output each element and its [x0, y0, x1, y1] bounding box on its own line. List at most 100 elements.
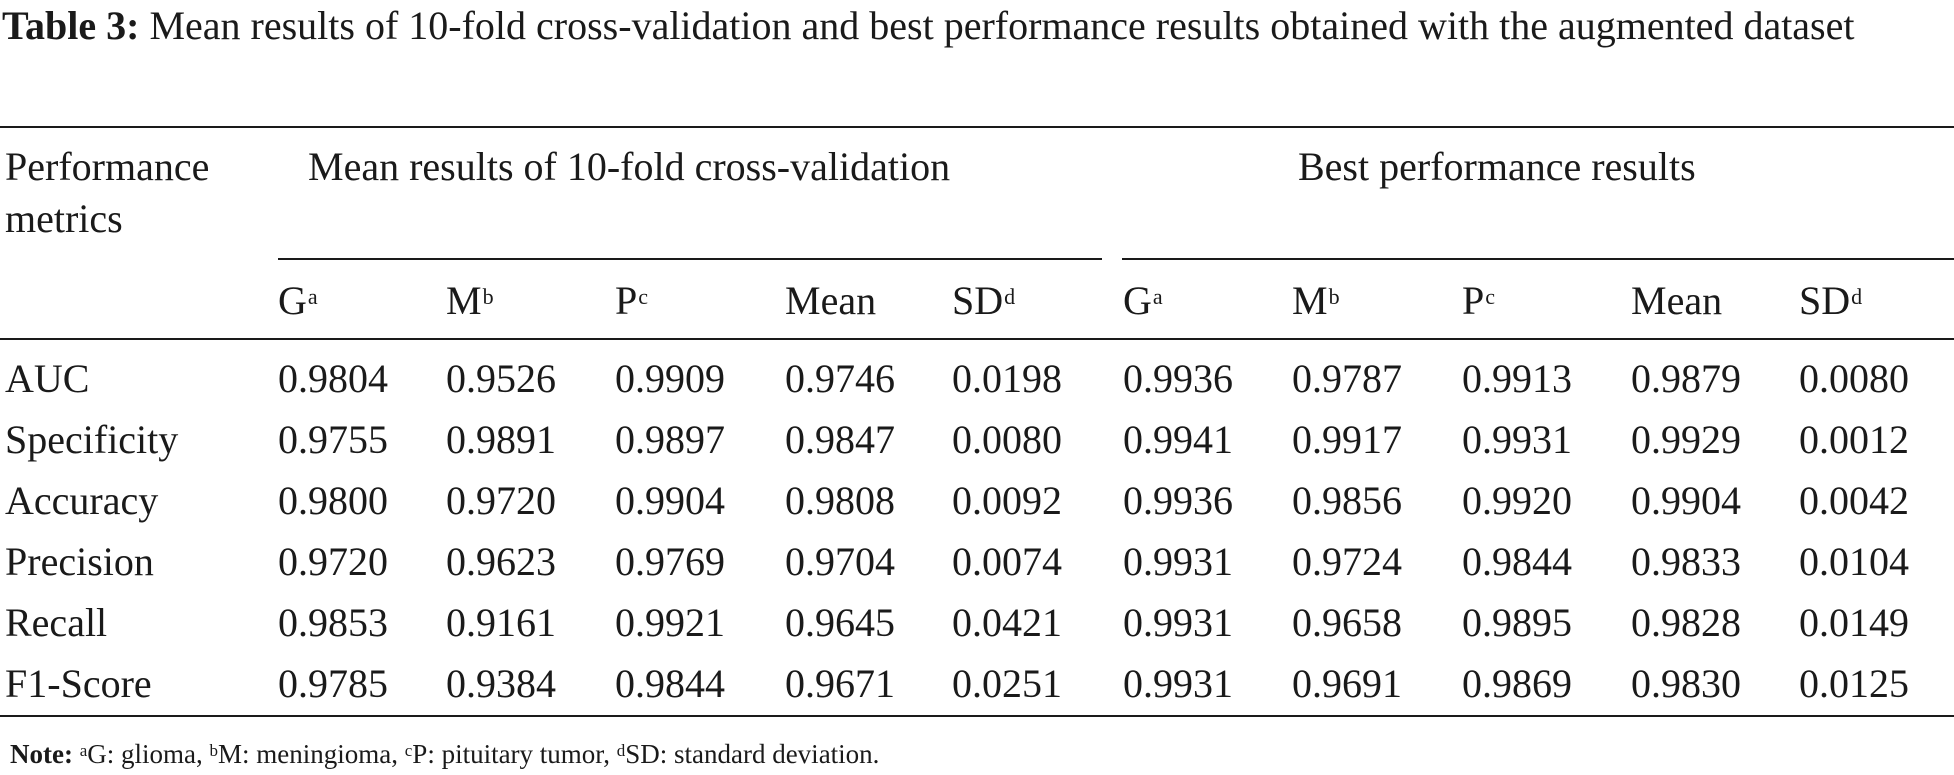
caption-label: Table 3:: [2, 3, 140, 48]
note-items: aG: glioma, bM: meningioma, cP: pituitar…: [80, 739, 880, 769]
table-cell: 0.9785: [278, 661, 388, 706]
table-note: Note: aG: glioma, bM: meningioma, cP: pi…: [10, 738, 879, 770]
table-cell: 0.9804: [278, 356, 388, 401]
table-cell: 0.9844: [615, 661, 725, 706]
table-cell: 0.0149: [1799, 600, 1909, 645]
metric-column-header-line2: metrics: [5, 196, 123, 241]
table-cell: 0.0074: [952, 539, 1062, 584]
table-cell: 0.0251: [952, 661, 1062, 706]
table-cell: 0.9891: [446, 417, 556, 462]
table-cell: 0.9720: [278, 539, 388, 584]
table-cell: 0.9526: [446, 356, 556, 401]
table-cell: 0.9769: [615, 539, 725, 584]
row-label-accuracy: Accuracy: [5, 478, 159, 523]
row-label-precision: Precision: [5, 539, 154, 584]
column-header-superscript: a: [1152, 284, 1163, 309]
column-header-superscript: d: [1004, 284, 1016, 309]
table-cell: 0.9808: [785, 478, 895, 523]
table-cell: 0.9913: [1462, 356, 1572, 401]
table-cell: 0.9623: [446, 539, 556, 584]
column-header-p-best: Pc: [1462, 277, 1495, 325]
table-cell: 0.9917: [1292, 417, 1402, 462]
group1-rule: [278, 258, 1102, 260]
column-header-superscript: b: [482, 284, 494, 309]
column-header-g-best: Ga: [1123, 277, 1163, 325]
metric-column-header-line1: Performance: [5, 144, 210, 189]
group2-rule: [1122, 258, 1954, 260]
table-cell: 0.0080: [1799, 356, 1909, 401]
table-cell: 0.9904: [615, 478, 725, 523]
table-cell: 0.9787: [1292, 356, 1402, 401]
column-header-text: P: [615, 278, 638, 323]
table-cell: 0.9929: [1631, 417, 1741, 462]
table-cell: 0.0198: [952, 356, 1062, 401]
column-header-p-cv: Pc: [615, 277, 648, 325]
column-header-text: Mean: [785, 278, 877, 323]
group-header-best-performance: Best performance results: [1298, 144, 1696, 189]
table-cell: 0.9671: [785, 661, 895, 706]
caption-text: Mean results of 10-fold cross-validation…: [149, 3, 1855, 48]
column-header-superscript: c: [1485, 284, 1496, 309]
table-cell: 0.9931: [1462, 417, 1572, 462]
header-bottom-rule: [0, 338, 1954, 340]
column-header-superscript: c: [638, 284, 649, 309]
table-cell: 0.9828: [1631, 600, 1741, 645]
column-header-text: SD: [1799, 278, 1851, 323]
table-cell: 0.9853: [278, 600, 388, 645]
table-cell: 0.9869: [1462, 661, 1572, 706]
column-header-superscript: a: [307, 284, 318, 309]
column-header-sd-cv: SDd: [952, 277, 1015, 325]
table-cell: 0.9921: [615, 600, 725, 645]
row-label-auc: AUC: [5, 356, 90, 401]
group-header-cross-validation: Mean results of 10-fold cross-validation: [308, 144, 951, 189]
note-superscript: b: [209, 741, 219, 760]
table-cell: 0.9897: [615, 417, 725, 462]
table-cell: 0.0421: [952, 600, 1062, 645]
column-header-text: G: [278, 278, 307, 323]
table-cell: 0.9755: [278, 417, 388, 462]
table-cell: 0.9844: [1462, 539, 1572, 584]
table-cell: 0.9833: [1631, 539, 1741, 584]
table-cell: 0.9920: [1462, 478, 1572, 523]
note-item-text: G: glioma,: [87, 739, 210, 769]
column-header-m-cv: Mb: [446, 277, 494, 325]
column-header-sd-best: SDd: [1799, 277, 1862, 325]
table-cell: 0.9724: [1292, 539, 1402, 584]
table-cell: 0.0092: [952, 478, 1062, 523]
table-cell: 0.9856: [1292, 478, 1402, 523]
row-label-recall: Recall: [5, 600, 108, 645]
table-cell: 0.9941: [1123, 417, 1233, 462]
note-superscript: d: [616, 741, 626, 760]
table-cell: 0.9904: [1631, 478, 1741, 523]
table-cell: 0.9720: [446, 478, 556, 523]
table-cell: 0.0125: [1799, 661, 1909, 706]
column-header-text: M: [1292, 278, 1328, 323]
column-header-mean-cv: Mean: [785, 277, 876, 325]
note-item-text: M: meningioma,: [218, 739, 405, 769]
column-header-text: M: [446, 278, 482, 323]
table-cell: 0.9704: [785, 539, 895, 584]
table-top-rule: [0, 126, 1954, 128]
column-header-text: Mean: [1631, 278, 1723, 323]
table-cell: 0.9658: [1292, 600, 1402, 645]
column-header-mean-best: Mean: [1631, 277, 1722, 325]
note-superscript: c: [404, 741, 413, 760]
table-cell: 0.9931: [1123, 661, 1233, 706]
table-bottom-rule: [0, 715, 1954, 717]
table-cell: 0.9909: [615, 356, 725, 401]
table-cell: 0.9931: [1123, 600, 1233, 645]
note-item-text: P: pituitary tumor,: [412, 739, 617, 769]
table-cell: 0.9161: [446, 600, 556, 645]
column-header-g-cv: Ga: [278, 277, 318, 325]
column-header-text: SD: [952, 278, 1004, 323]
table-cell: 0.9691: [1292, 661, 1402, 706]
row-label-specificity: Specificity: [5, 417, 179, 462]
table-cell: 0.9800: [278, 478, 388, 523]
column-header-superscript: b: [1328, 284, 1340, 309]
table-cell: 0.0012: [1799, 417, 1909, 462]
row-label-f1-score: F1-Score: [5, 661, 152, 706]
table-cell: 0.9936: [1123, 478, 1233, 523]
note-superscript: a: [79, 741, 88, 760]
table-cell: 0.0042: [1799, 478, 1909, 523]
column-header-text: G: [1123, 278, 1152, 323]
